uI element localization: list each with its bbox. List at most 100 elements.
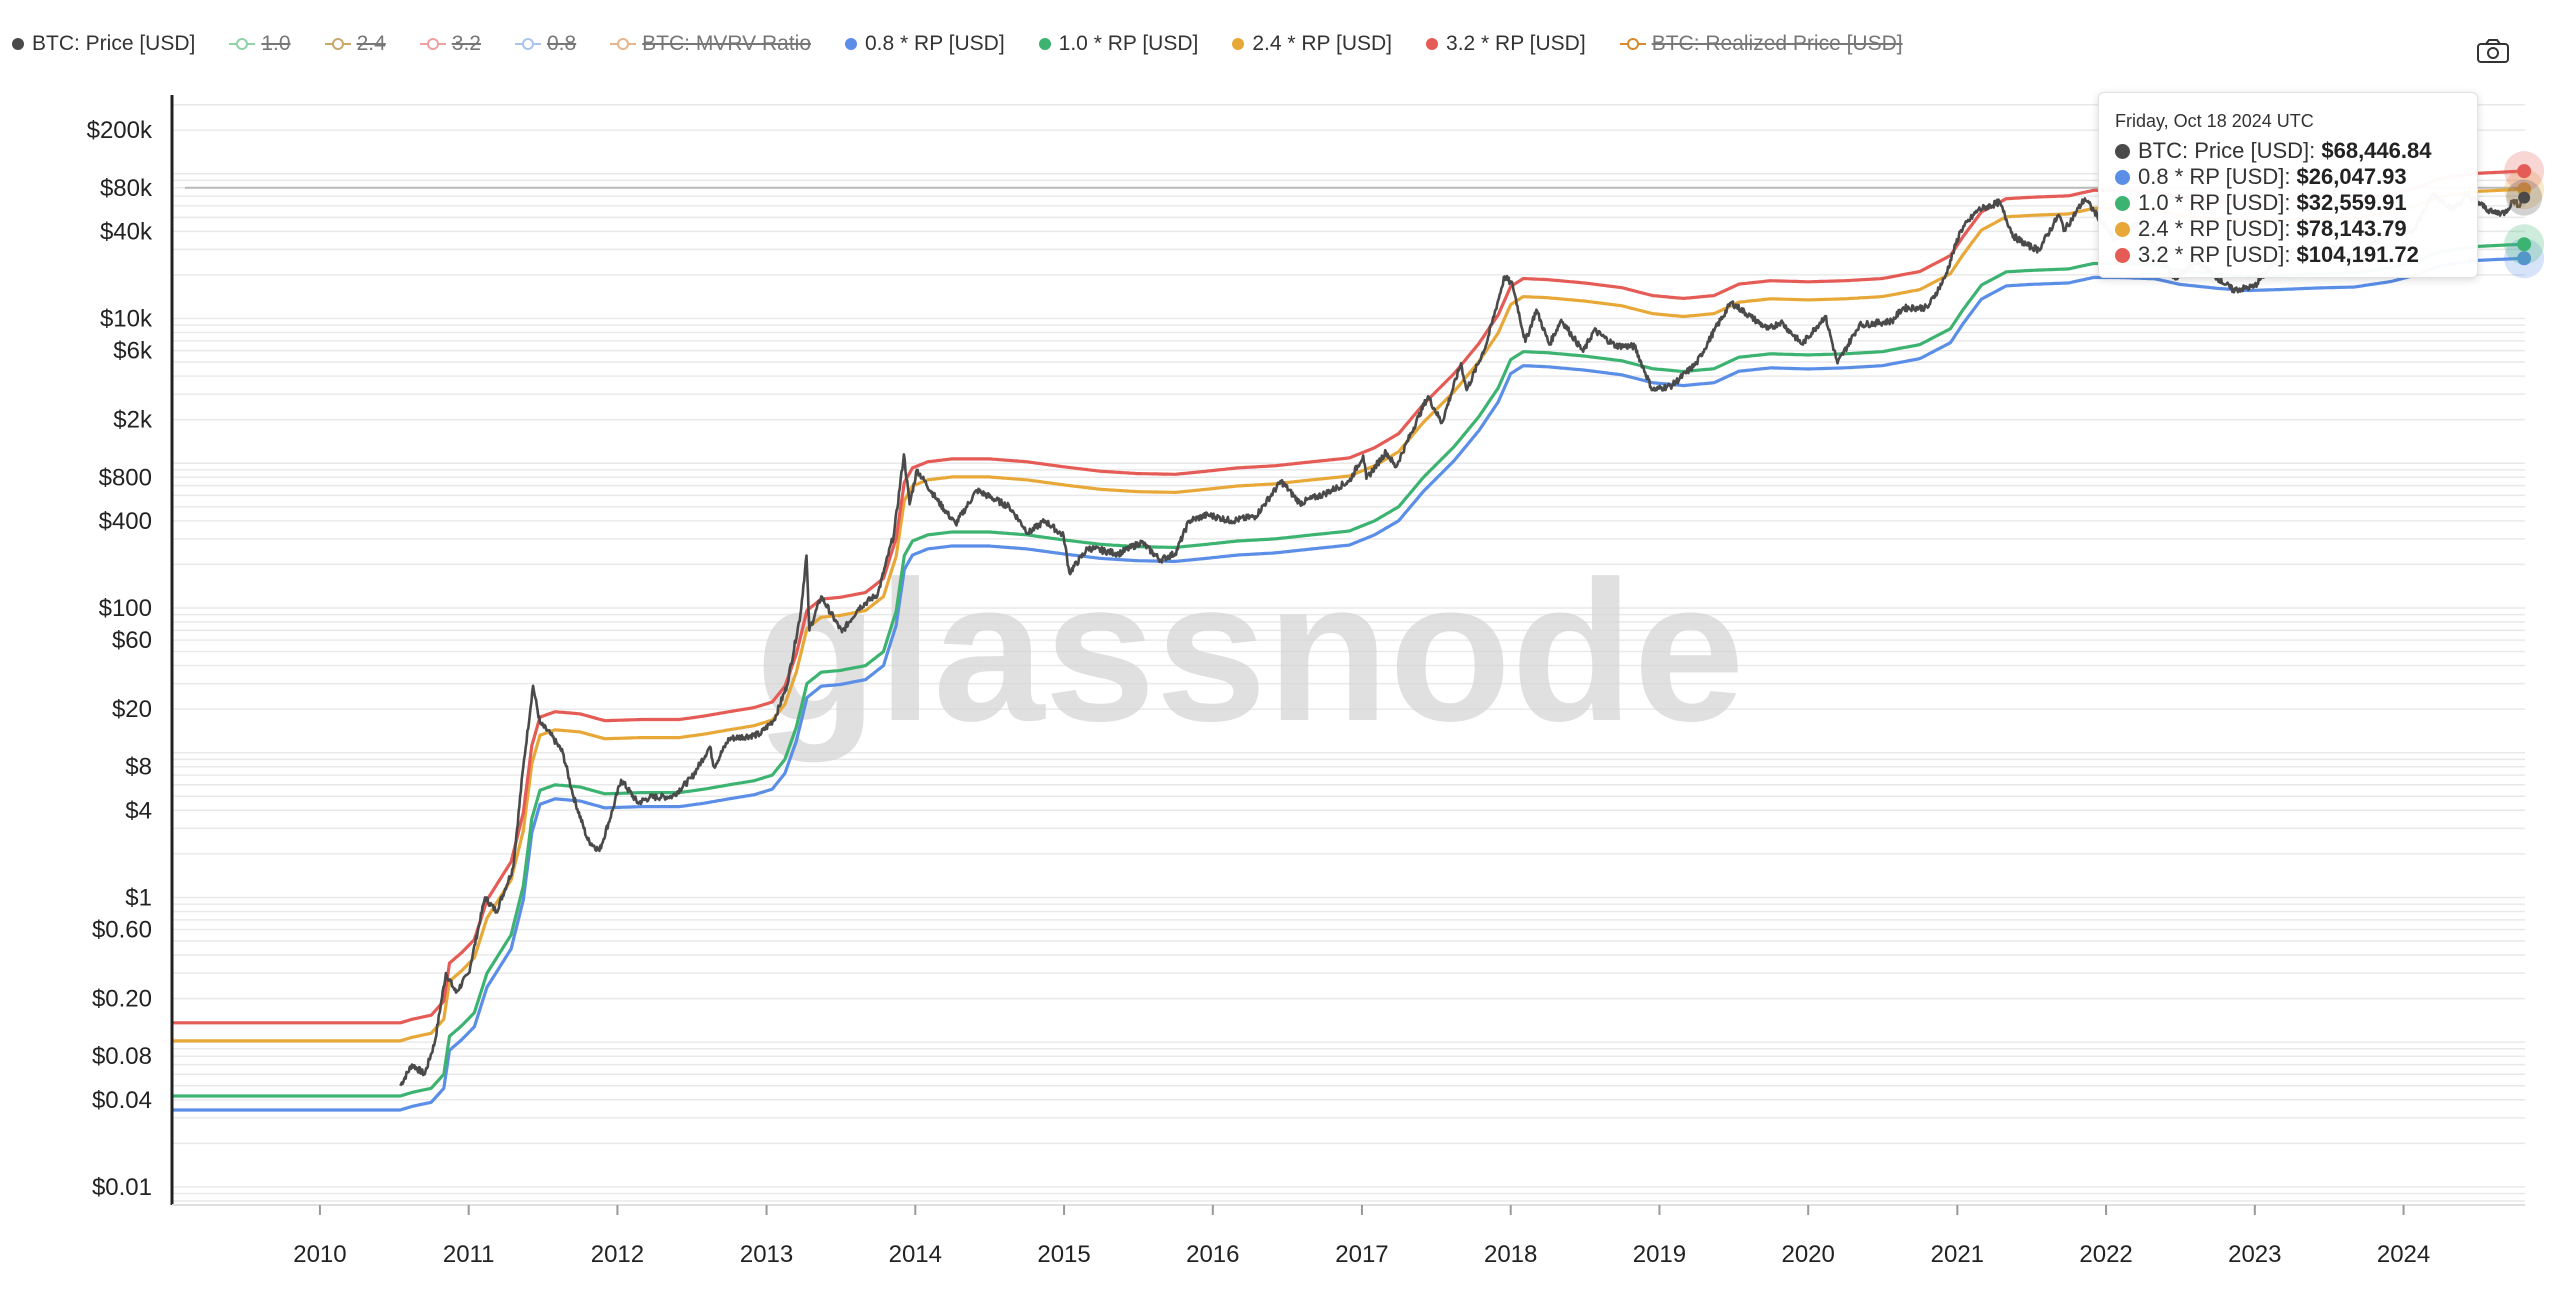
- camera-icon[interactable]: [2476, 38, 2510, 64]
- legend-marker-icon: [1619, 36, 1646, 52]
- y-tick-label: $4: [125, 797, 152, 824]
- legend-marker-icon: [845, 36, 859, 52]
- tooltip-date: Friday, Oct 18 2024 UTC: [2115, 111, 2314, 131]
- x-tick-label: 2019: [1633, 1241, 1686, 1268]
- x-tick-label: 2018: [1484, 1241, 1537, 1268]
- hover-marker-dot: [2517, 164, 2532, 179]
- legend-label: 3.2: [451, 32, 481, 55]
- tooltip-dot-icon: [2115, 143, 2130, 159]
- legend-label: 0.8 * RP [USD]: [865, 32, 1005, 55]
- tooltip-value: $32,559.91: [2296, 190, 2407, 215]
- legend-item[interactable]: BTC: MVRV Ratio: [610, 32, 811, 56]
- x-tick-label: 2013: [740, 1241, 793, 1268]
- tooltip-dot-icon: [2115, 247, 2130, 263]
- tooltip-row: 3.2 * RP [USD]: $104,191.72: [2115, 242, 2477, 268]
- hover-tooltip: Friday, Oct 18 2024 UTC BTC: Price [USD]…: [2098, 92, 2478, 278]
- legend-label: BTC: Price [USD]: [32, 32, 196, 55]
- y-axis-ticks: $200k $80k $40k $10k $6k $2k $800 $400 $100 $60 $2…: [87, 117, 153, 1201]
- x-tick-label: 2023: [2228, 1241, 2281, 1268]
- x-axis-ticks: 2010 2011 2012 2013 2014 2015 2016 2017 2018 2019…: [293, 1205, 2430, 1268]
- chart-legend: BTC: Price [USD] 1.0 2.4 3.2 0.8 BTC: MVRV Ra…: [0, 24, 2440, 64]
- legend-marker-icon: [1232, 36, 1246, 52]
- legend-item[interactable]: 0.8: [514, 32, 577, 56]
- tooltip-value: $68,446.84: [2321, 138, 2432, 163]
- legend-item[interactable]: 1.0: [229, 32, 291, 56]
- x-tick-label: 2022: [2079, 1241, 2132, 1268]
- y-tick-label: $0.20: [92, 986, 152, 1013]
- legend-item[interactable]: 2.4: [324, 32, 386, 56]
- legend-label: BTC: Realized Price [USD]: [1651, 32, 1903, 55]
- tooltip-value: $104,191.72: [2296, 242, 2419, 267]
- legend-item[interactable]: 3.2 * RP [USD]: [1426, 32, 1586, 56]
- y-tick-label: $6k: [113, 338, 153, 365]
- x-tick-label: 2015: [1037, 1241, 1090, 1268]
- legend-item[interactable]: BTC: Price [USD]: [12, 32, 195, 56]
- tooltip-label: 2.4 * RP [USD]:: [2138, 216, 2297, 241]
- legend-marker-icon: [12, 36, 26, 52]
- hover-marker-dot: [2517, 237, 2532, 252]
- legend-marker-icon: [229, 36, 256, 52]
- tooltip-label: BTC: Price [USD]:: [2138, 138, 2322, 163]
- legend-marker-icon: [419, 36, 446, 52]
- tooltip-row: BTC: Price [USD]: $68,446.84: [2115, 138, 2477, 164]
- tooltip-row: 0.8 * RP [USD]: $26,047.93: [2115, 164, 2477, 190]
- legend-label: 3.2 * RP [USD]: [1446, 32, 1586, 55]
- tooltip-value: $26,047.93: [2296, 164, 2407, 189]
- legend-label: 2.4: [356, 32, 386, 55]
- legend-marker-icon: [324, 36, 351, 52]
- x-tick-label: 2024: [2377, 1241, 2430, 1268]
- y-tick-label: $2k: [113, 407, 153, 434]
- y-tick-label: $20: [112, 696, 152, 723]
- x-tick-label: 2012: [591, 1241, 644, 1268]
- legend-item[interactable]: 0.8 * RP [USD]: [845, 32, 1005, 56]
- y-tick-label: $10k: [100, 305, 153, 332]
- tooltip-value: $78,143.79: [2296, 216, 2407, 241]
- x-tick-label: 2021: [1931, 1241, 1984, 1268]
- end-markers: [2504, 151, 2545, 279]
- hover-marker-dot: [2517, 251, 2532, 266]
- legend-label: BTC: MVRV Ratio: [642, 32, 811, 55]
- y-tick-label: $0.60: [92, 917, 152, 944]
- y-tick-label: $0.08: [92, 1043, 152, 1070]
- tooltip-label: 1.0 * RP [USD]:: [2138, 190, 2297, 215]
- x-tick-label: 2017: [1335, 1241, 1388, 1268]
- y-tick-label: $8: [125, 754, 152, 781]
- tooltip-row: 1.0 * RP [USD]: $32,559.91: [2115, 190, 2477, 216]
- tooltip-label: 0.8 * RP [USD]:: [2138, 164, 2297, 189]
- hover-marker-dot: [2518, 191, 2531, 204]
- y-tick-label: $200k: [87, 117, 153, 144]
- y-tick-label: $0.04: [92, 1087, 152, 1114]
- legend-marker-icon: [514, 36, 541, 52]
- legend-item[interactable]: BTC: Realized Price [USD]: [1619, 32, 1903, 56]
- y-tick-label: $80k: [100, 175, 153, 202]
- y-tick-label: $60: [112, 627, 152, 654]
- x-tick-label: 2014: [889, 1241, 942, 1268]
- chart-axes: [170, 95, 2525, 1206]
- legend-marker-icon: [610, 36, 637, 52]
- y-tick-label: $0.01: [92, 1174, 152, 1201]
- tooltip-label: 3.2 * RP [USD]:: [2138, 242, 2297, 267]
- x-tick-label: 2016: [1186, 1241, 1239, 1268]
- y-tick-label: $800: [99, 464, 152, 491]
- legend-label: 0.8: [546, 32, 577, 55]
- legend-item[interactable]: 3.2: [419, 32, 481, 56]
- y-tick-label: $1: [125, 884, 152, 911]
- tooltip-dot-icon: [2115, 221, 2130, 237]
- tooltip-dot-icon: [2115, 195, 2130, 211]
- legend-item[interactable]: 2.4 * RP [USD]: [1232, 32, 1392, 56]
- y-tick-label: $40k: [100, 218, 153, 245]
- legend-marker-icon: [1038, 36, 1053, 52]
- y-tick-label: $400: [99, 508, 152, 535]
- legend-item[interactable]: 1.0 * RP [USD]: [1038, 32, 1199, 56]
- legend-label: 1.0: [261, 32, 291, 55]
- y-tick-label: $100: [99, 595, 152, 622]
- x-tick-label: 2010: [293, 1241, 346, 1268]
- x-tick-label: 2011: [443, 1241, 495, 1268]
- tooltip-dot-icon: [2115, 169, 2130, 185]
- x-tick-label: 2020: [1781, 1241, 1834, 1268]
- legend-label: 1.0 * RP [USD]: [1058, 32, 1199, 55]
- tooltip-row: 2.4 * RP [USD]: $78,143.79: [2115, 216, 2477, 242]
- legend-label: 2.4 * RP [USD]: [1252, 32, 1393, 55]
- watermark-text: glassnode: [755, 540, 1744, 763]
- legend-marker-icon: [1426, 36, 1440, 52]
